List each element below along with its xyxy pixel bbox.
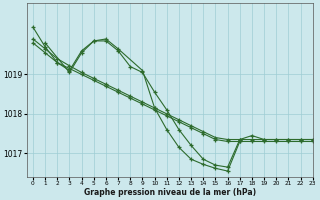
X-axis label: Graphe pression niveau de la mer (hPa): Graphe pression niveau de la mer (hPa) <box>84 188 256 197</box>
